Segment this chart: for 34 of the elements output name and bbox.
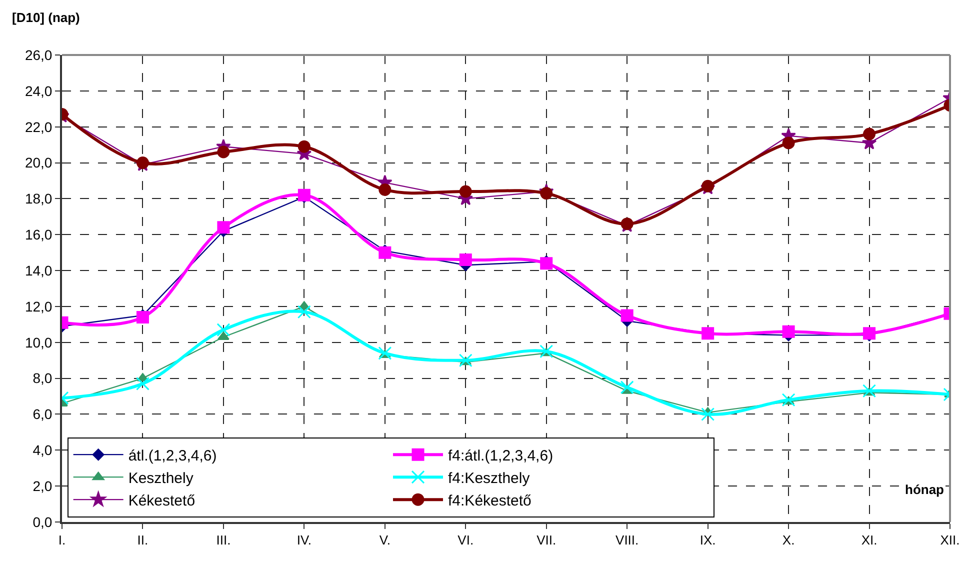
x-tick-label: XII.	[940, 532, 960, 548]
x-tick-label: II.	[137, 532, 148, 548]
y-tick-label: 14,0	[24, 262, 52, 278]
x-axis-title: hónap	[905, 482, 944, 497]
x-tick-label: XI.	[861, 532, 878, 548]
x-tick-label: III.	[216, 532, 231, 548]
y-axis-title: [D10] (nap)	[12, 10, 80, 25]
y-tick-label: 10,0	[24, 334, 52, 350]
y-tick-label: 12,0	[24, 298, 52, 314]
legend-label: f4:Keszthely	[448, 470, 530, 487]
y-tick-label: 24,0	[24, 82, 52, 99]
x-tick-label: VI.	[458, 532, 474, 548]
x-tick-label: I.	[58, 532, 66, 548]
y-tick-label: 2,0	[32, 478, 52, 494]
x-tick-label: X.	[782, 532, 795, 548]
y-tick-label: 6,0	[32, 406, 52, 422]
x-tick-label: IX.	[700, 532, 716, 548]
x-tick-label: V.	[379, 532, 390, 548]
x-tick-label: IV.	[296, 532, 312, 548]
y-tick-label: 16,0	[24, 226, 52, 243]
legend-label: f4:átl.(1,2,3,4,6)	[448, 447, 554, 464]
y-tick-label: 4,0	[32, 442, 52, 458]
y-tick-label: 8,0	[32, 370, 52, 386]
legend-label: átl.(1,2,3,4,6)	[128, 447, 217, 464]
legend-label: Kékestető	[128, 492, 196, 510]
x-tick-label: VIII.	[616, 532, 639, 548]
y-tick-label: 0,0	[32, 514, 52, 530]
legend-label: f4:Kékestető	[448, 492, 532, 510]
legend-label: Keszthely	[128, 470, 194, 487]
y-tick-label: 26,0	[24, 46, 52, 63]
y-tick-label: 18,0	[24, 190, 52, 207]
x-tick-label: VII.	[536, 532, 556, 548]
y-tick-label: 22,0	[24, 118, 52, 135]
y-tick-label: 20,0	[24, 154, 52, 171]
